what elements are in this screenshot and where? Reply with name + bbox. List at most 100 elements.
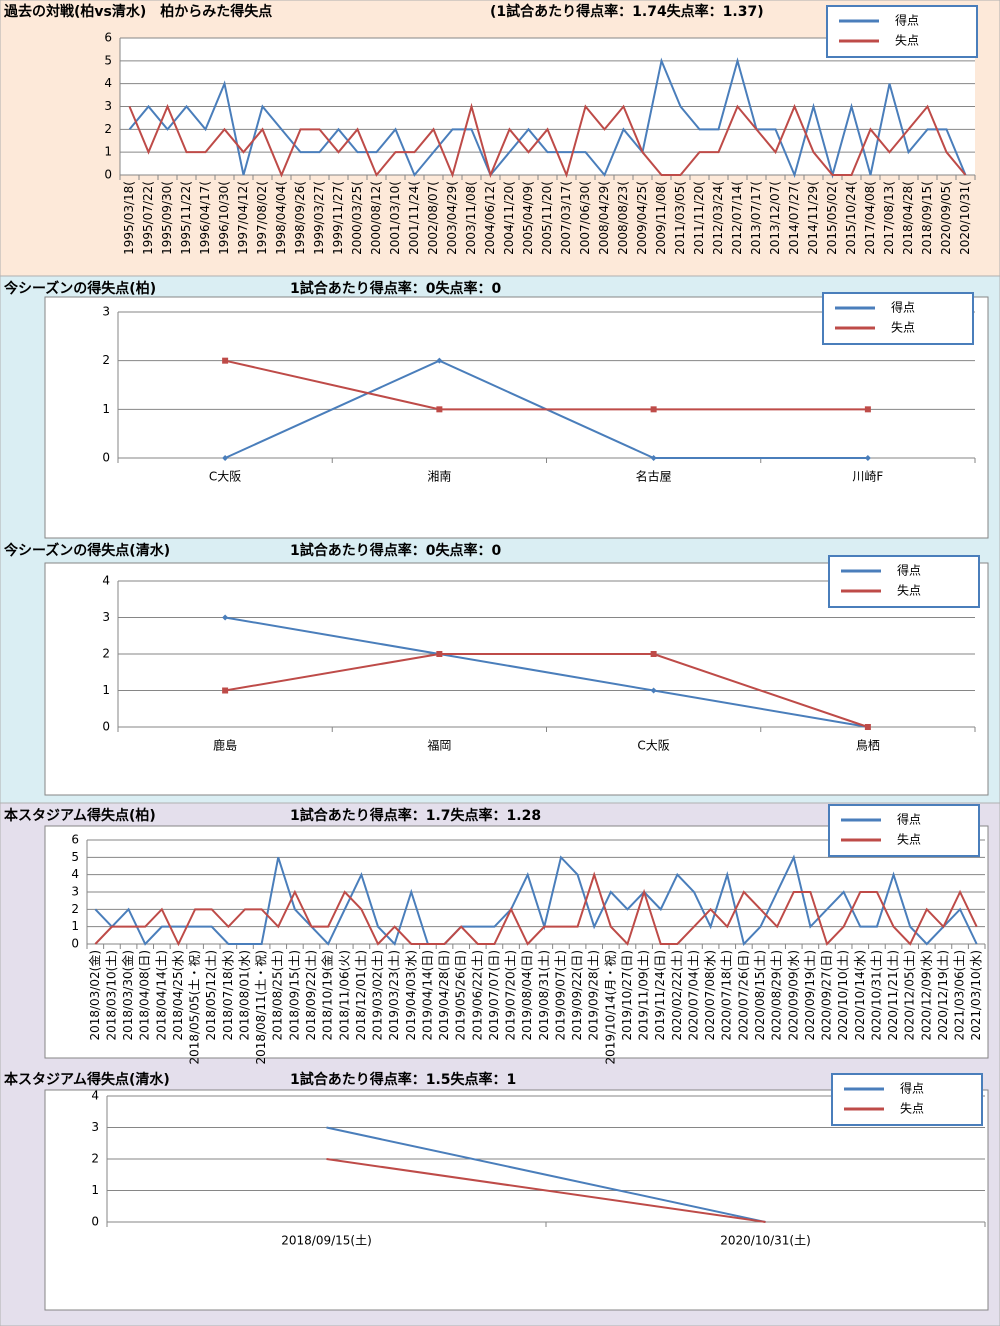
x-tick-label: 2020/07/04(土) [686,950,700,1041]
point-marker [650,651,657,657]
x-tick-label: 湘南 [427,469,451,484]
x-tick-label: 2019/04/14(日) [420,950,434,1041]
x-tick-label: 2018/04/08(日) [138,950,152,1041]
point-marker [436,357,443,364]
y-tick-label: 6 [71,833,79,847]
x-tick-label: 2018/09/22(土) [304,950,318,1041]
x-tick-label: C大阪 [637,739,669,753]
x-tick-label: 2019/09/28(土) [587,950,601,1041]
chart-title: 今シーズンの得失点(柏) [3,280,156,297]
x-tick-label: 2020/07/26(日) [736,950,750,1041]
x-tick-label: 2004/11/20( [502,181,516,255]
legend-label: 得点 [895,13,919,28]
x-tick-label: 1997/08/02( [255,181,269,255]
y-tick-label: 3 [104,99,112,113]
x-tick-label: 2019/10/14(月・祝) [603,950,617,1065]
x-tick-label: 2020/11/21(土) [886,950,900,1041]
y-tick-label: 4 [91,1089,99,1103]
x-tick-label: 2020/08/29(土) [770,950,784,1041]
y-tick-label: 4 [71,867,79,881]
point-marker [436,406,443,413]
chart-title: 過去の対戦(柏vs清水) 柏からみた得失点 [3,3,272,20]
x-tick-label: 2018/05/05(土・祝) [188,950,202,1065]
x-tick-label: 2018/08/25(土) [271,950,285,1041]
series-line [326,1158,766,1223]
x-tick-label: 1995/11/22( [179,181,193,255]
point-marker [864,455,871,461]
legend-label: 失点 [895,33,919,48]
x-tick-label: 2013/12/07( [768,181,782,255]
legend-label: 失点 [897,583,921,598]
x-tick-label: 2003/04/29( [445,181,459,255]
y-tick-label: 6 [104,31,112,45]
x-tick-label: 1999/03/27( [312,181,326,255]
x-tick-label: 2019/04/28(日) [437,950,451,1041]
legend-label: 得点 [900,1081,924,1096]
x-tick-label: 2018/07/18(水) [221,950,235,1041]
x-tick-label: C大阪 [209,470,241,484]
chart-subtitle: 1試合あたり得点率：0失点率：0 [290,542,501,559]
x-tick-label: 2009/04/25( [635,181,649,255]
x-tick-label: 2002/08/07( [426,181,440,255]
x-tick-label: 2001/11/24( [407,181,421,255]
y-tick-label: 1 [71,919,79,933]
x-tick-label: 2020/10/31(土) [720,1234,811,1248]
x-tick-label: 1997/04/12( [236,181,250,255]
x-tick-label: 2000/03/25( [350,181,364,255]
y-tick-label: 0 [102,451,110,465]
chart-area [44,825,989,1059]
x-tick-label: 2015/10/24( [844,181,858,255]
x-tick-label: 2013/07/17( [749,181,763,255]
x-tick-label: 1998/09/26( [293,181,307,255]
series-line [224,616,869,728]
x-tick-label: 2020/10/31( [958,181,972,255]
y-tick-label: 0 [91,1215,99,1229]
x-tick-label: 2019/03/02(土) [371,950,385,1041]
x-tick-label: 2014/11/29( [806,181,820,255]
x-tick-label: 2020/12/09(水) [919,950,933,1041]
x-tick-label: 2018/04/14(土) [154,950,168,1041]
x-tick-label: 2019/05/26(日) [454,950,468,1041]
y-tick-label: 2 [91,1152,99,1166]
x-tick-label: 2008/08/23( [616,181,630,255]
series-line [94,871,978,947]
y-tick-label: 3 [102,305,110,319]
y-tick-label: 1 [104,145,112,159]
x-tick-label: 2000/08/12( [369,181,383,255]
point-marker [222,357,229,364]
x-tick-label: 2014/07/27( [787,181,801,255]
series-line [94,854,978,947]
x-tick-label: 2018/09/15(土) [281,1234,372,1248]
chart-area [44,1089,989,1311]
x-tick-label: 2018/10/19(金) [320,950,335,1041]
x-tick-label: 1998/04/04( [274,181,288,255]
x-tick-label: 2019/08/31(土) [537,950,551,1041]
x-tick-label: 2011/03/05( [673,181,687,255]
legend-label: 失点 [897,832,921,847]
legend-box [828,555,980,608]
y-tick-label: 3 [71,885,79,899]
y-tick-label: 2 [71,902,79,916]
y-tick-label: 5 [71,850,79,864]
x-tick-label: 名古屋 [636,469,672,484]
x-tick-label: 鳥栖 [856,738,880,753]
x-tick-label: 2018/03/30(金) [120,950,135,1041]
x-tick-label: 2003/11/08( [464,181,478,255]
x-tick-label: 1995/03/18( [122,181,136,255]
x-tick-label: 2019/11/09(土) [637,950,651,1041]
chart-subtitle: 1試合あたり得点率：1.7失点率：1.28 [290,807,541,824]
y-tick-label: 0 [102,720,110,734]
chart-title: 本スタジアム得失点(柏) [4,807,156,824]
x-tick-label: 2018/12/01(土) [354,950,368,1041]
y-tick-label: 1 [102,402,110,416]
x-tick-label: 2017/04/08( [863,181,877,255]
x-tick-label: 2019/08/04(日) [520,950,534,1041]
x-tick-label: 2019/09/22(日) [570,950,584,1041]
y-tick-label: 4 [102,574,110,588]
x-tick-label: 2012/03/24( [711,181,725,255]
series-line [326,1126,766,1223]
legend-label: 失点 [891,320,915,335]
legend-label: 得点 [897,812,921,827]
x-tick-label: 2020/10/31(土) [869,950,883,1041]
x-tick-label: 2009/11/08( [654,181,668,255]
